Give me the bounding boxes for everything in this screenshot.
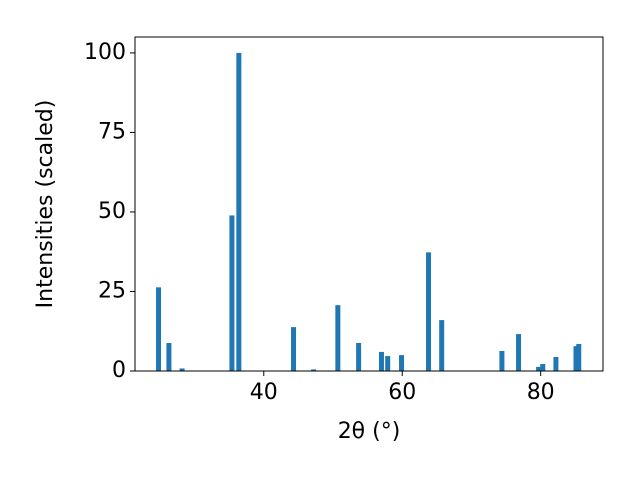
bar: [499, 350, 505, 371]
bar: [311, 369, 317, 371]
bar: [576, 343, 582, 371]
bar: [516, 334, 522, 371]
y-tick-label: 75: [98, 119, 126, 144]
bar: [536, 366, 542, 371]
bar: [439, 320, 445, 371]
bar: [335, 305, 341, 371]
bar: [356, 343, 362, 371]
plot-frame: [134, 36, 604, 372]
bar: [553, 357, 559, 371]
bar: [291, 327, 297, 371]
y-tick-label: 25: [98, 278, 126, 303]
bar: [229, 215, 235, 371]
x-tick-label: 60: [388, 380, 416, 405]
bar: [236, 52, 242, 372]
bar: [385, 356, 391, 371]
x-axis-label: 2θ (°): [338, 419, 401, 444]
bar: [156, 287, 162, 371]
bar: [540, 364, 546, 371]
bar: [399, 355, 405, 371]
bar: [573, 346, 579, 371]
bar: [378, 351, 384, 371]
y-axis-label: Intensities (scaled): [33, 100, 58, 309]
bar: [426, 252, 432, 371]
bar: [179, 368, 185, 371]
bar: [166, 343, 172, 371]
y-tick-label: 50: [98, 199, 126, 224]
x-tick-label: 80: [527, 380, 555, 405]
y-tick-label: 0: [112, 358, 126, 383]
x-tick-label: 40: [250, 380, 278, 405]
y-tick-label: 100: [84, 40, 126, 65]
